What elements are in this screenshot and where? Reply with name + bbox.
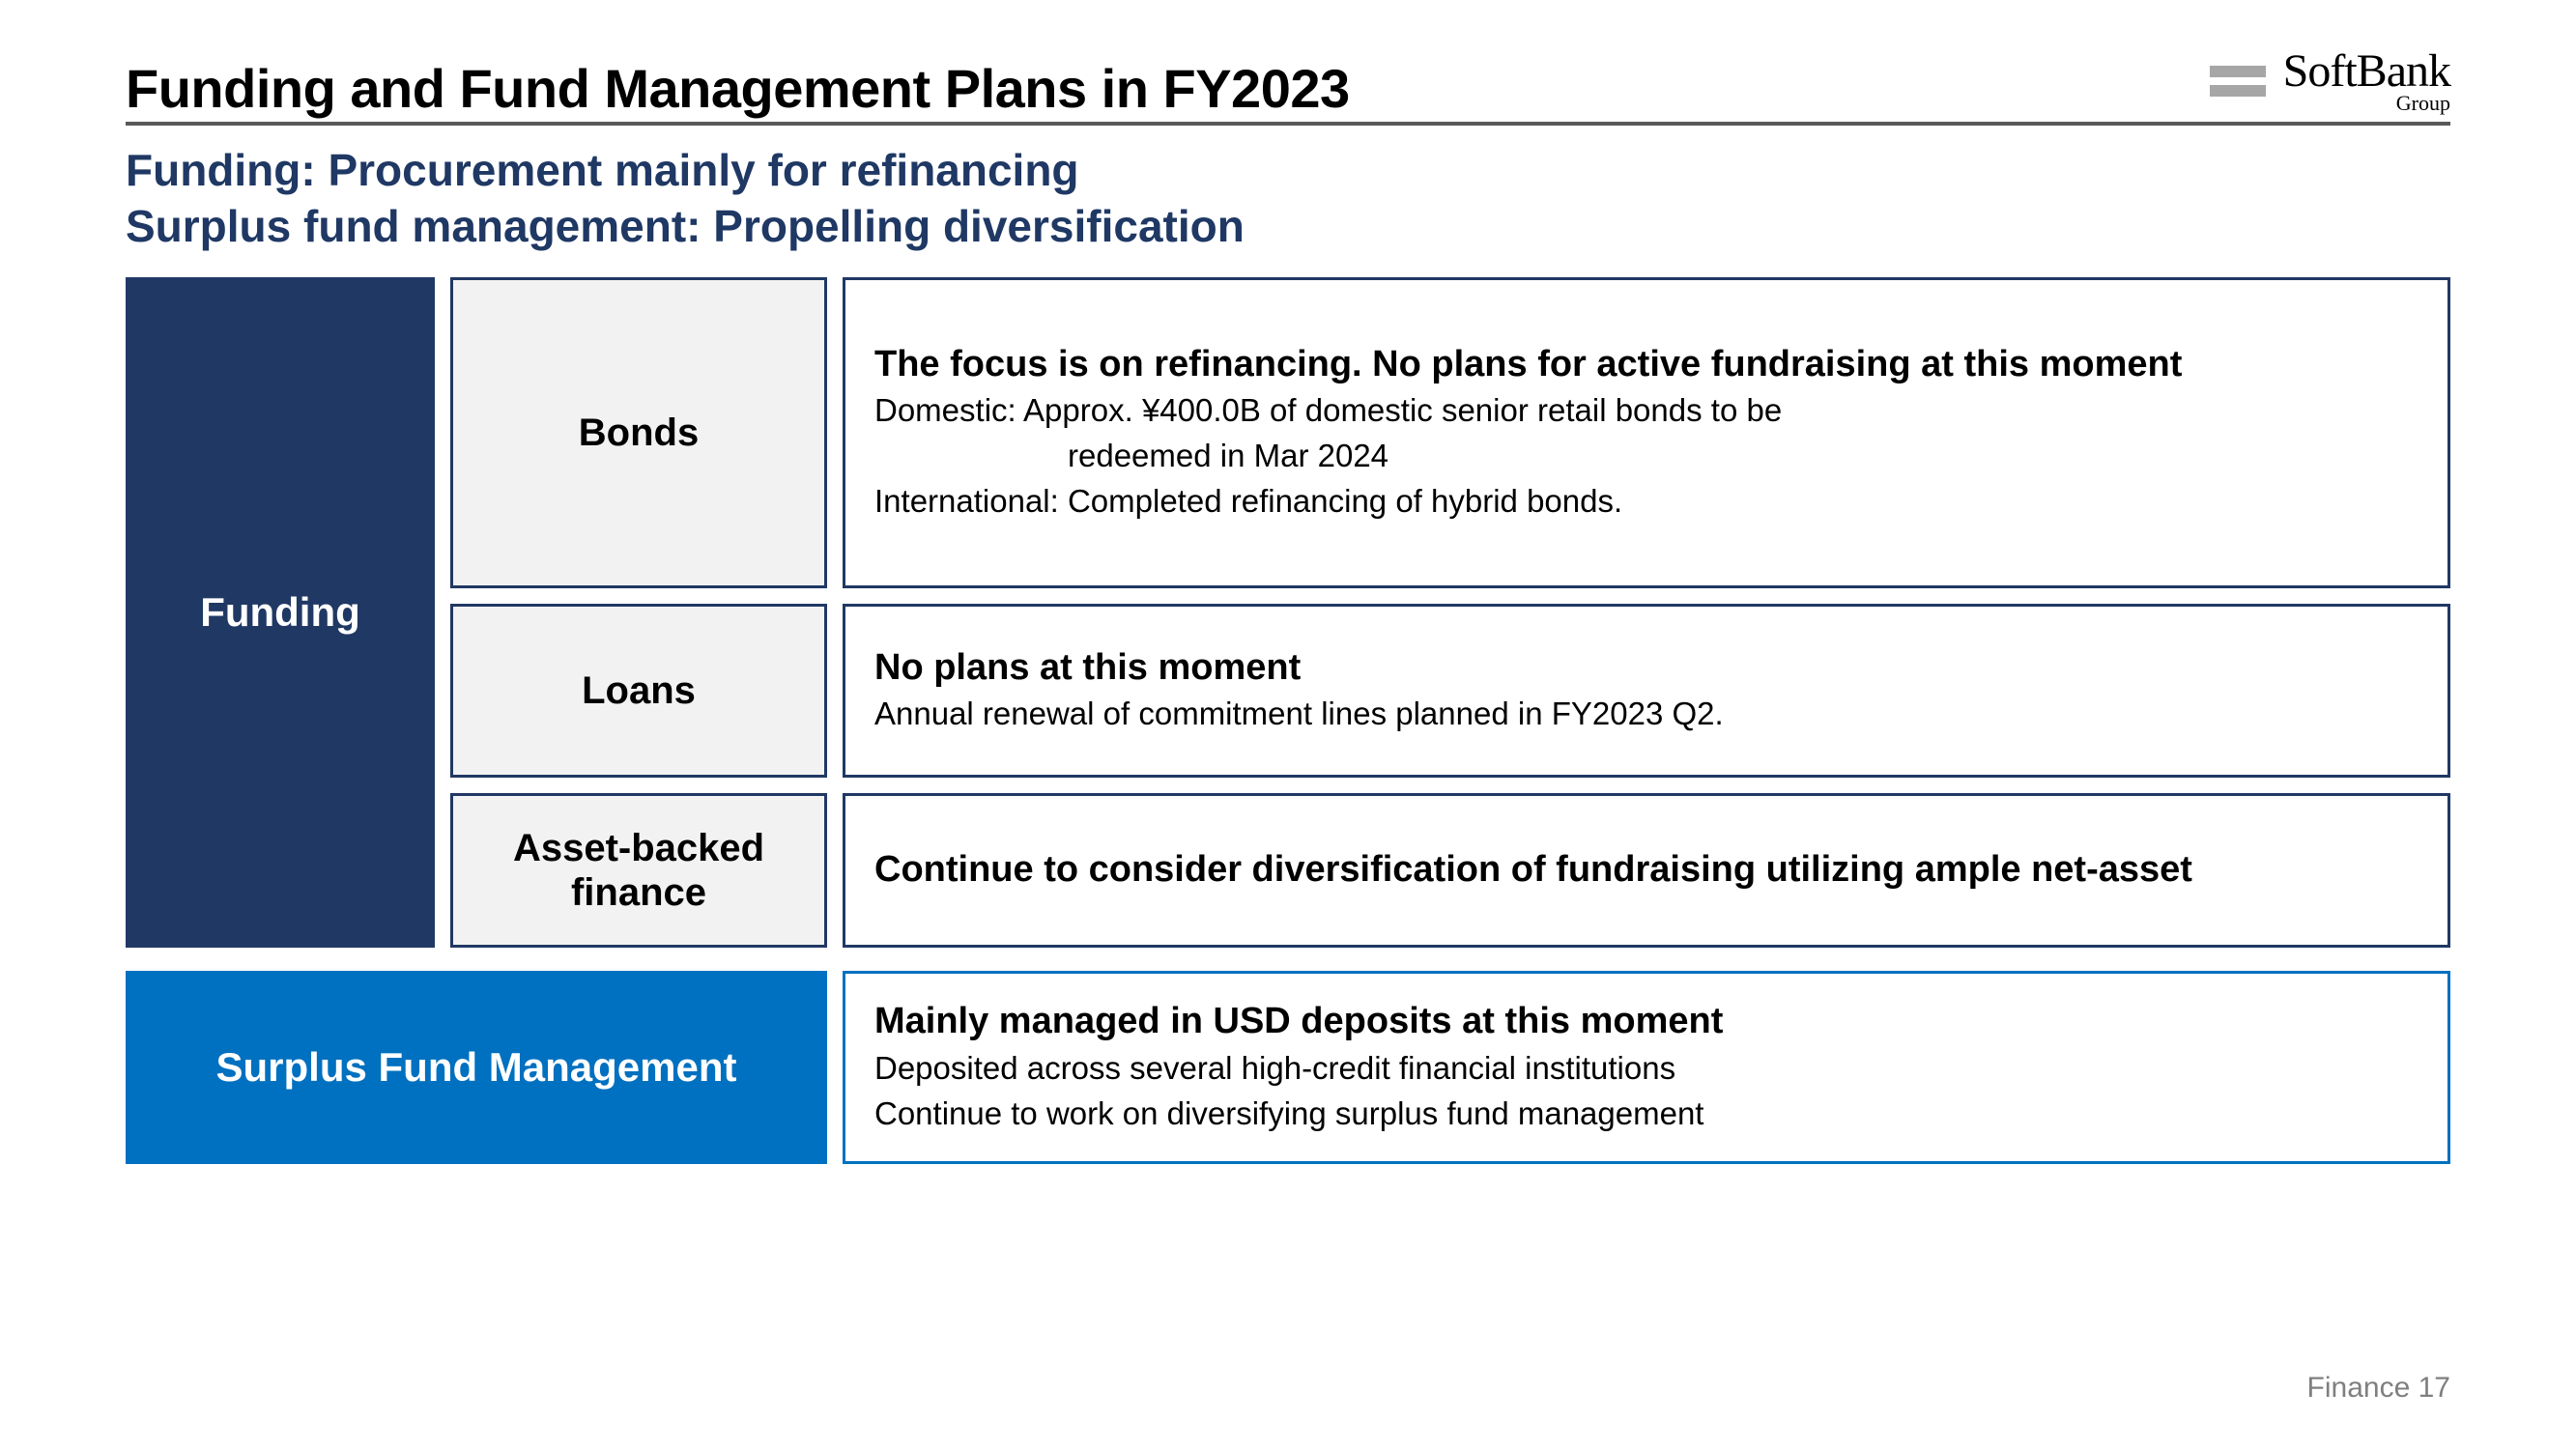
subcategory-bonds: Bonds <box>450 277 827 588</box>
slide-title: Funding and Fund Management Plans in FY2… <box>126 57 1350 120</box>
detail-surplus-heading: Mainly managed in USD deposits at this m… <box>874 1000 2419 1044</box>
subcategory-loans: Loans <box>450 604 827 778</box>
logo-bars-icon <box>2210 66 2266 97</box>
detail-surplus-body-1: Deposited across several high-credit fin… <box>874 1048 2419 1090</box>
funding-grid: Funding Bonds Loans Asset-backed finance… <box>126 277 2450 948</box>
subcategory-asset-backed-finance: Asset-backed finance <box>450 793 827 948</box>
logo-sub: Group <box>2396 93 2450 114</box>
logo-company: SoftBank <box>2283 48 2450 95</box>
footer-section: Finance <box>2307 1372 2411 1404</box>
content-area: Funding Bonds Loans Asset-backed finance… <box>126 277 2450 1164</box>
funding-detail-column: The focus is on refinancing. No plans fo… <box>843 277 2450 948</box>
footer-page: 17 <box>2419 1372 2450 1404</box>
funding-category-label: Funding <box>126 277 435 948</box>
detail-loans-body-1: Annual renewal of commitment lines plann… <box>874 694 2419 735</box>
funding-subcategory-column: Bonds Loans Asset-backed finance <box>450 277 827 948</box>
detail-loans: No plans at this moment Annual renewal o… <box>843 604 2450 778</box>
logo-text: SoftBank Group <box>2283 48 2450 114</box>
detail-surplus-body-2: Continue to work on diversifying surplus… <box>874 1094 2419 1135</box>
detail-asset: Continue to consider diversification of … <box>843 793 2450 948</box>
detail-bonds-heading: The focus is on refinancing. No plans fo… <box>874 343 2419 387</box>
detail-bonds-body-2: International: Completed refinancing of … <box>874 481 2419 523</box>
header-row: Funding and Fund Management Plans in FY2… <box>126 48 2450 126</box>
detail-loans-heading: No plans at this moment <box>874 646 2419 691</box>
footer: Finance 17 <box>2307 1372 2450 1405</box>
detail-asset-heading: Continue to consider diversification of … <box>874 848 2419 893</box>
surplus-category-label: Surplus Fund Management <box>126 971 827 1164</box>
detail-bonds-body-1b: redeemed in Mar 2024 <box>874 436 2419 477</box>
surplus-grid: Surplus Fund Management Mainly managed i… <box>126 971 2450 1164</box>
slide: Funding and Fund Management Plans in FY2… <box>0 0 2576 1449</box>
detail-bonds: The focus is on refinancing. No plans fo… <box>843 277 2450 588</box>
detail-surplus: Mainly managed in USD deposits at this m… <box>843 971 2450 1164</box>
logo: SoftBank Group <box>2210 48 2450 114</box>
subtitle: Funding: Procurement mainly for refinanc… <box>126 143 2450 254</box>
subtitle-line-2: Surplus fund management: Propelling dive… <box>126 199 2450 255</box>
subtitle-line-1: Funding: Procurement mainly for refinanc… <box>126 143 2450 199</box>
detail-bonds-body-1: Domestic: Approx. ¥400.0B of domestic se… <box>874 390 2419 432</box>
